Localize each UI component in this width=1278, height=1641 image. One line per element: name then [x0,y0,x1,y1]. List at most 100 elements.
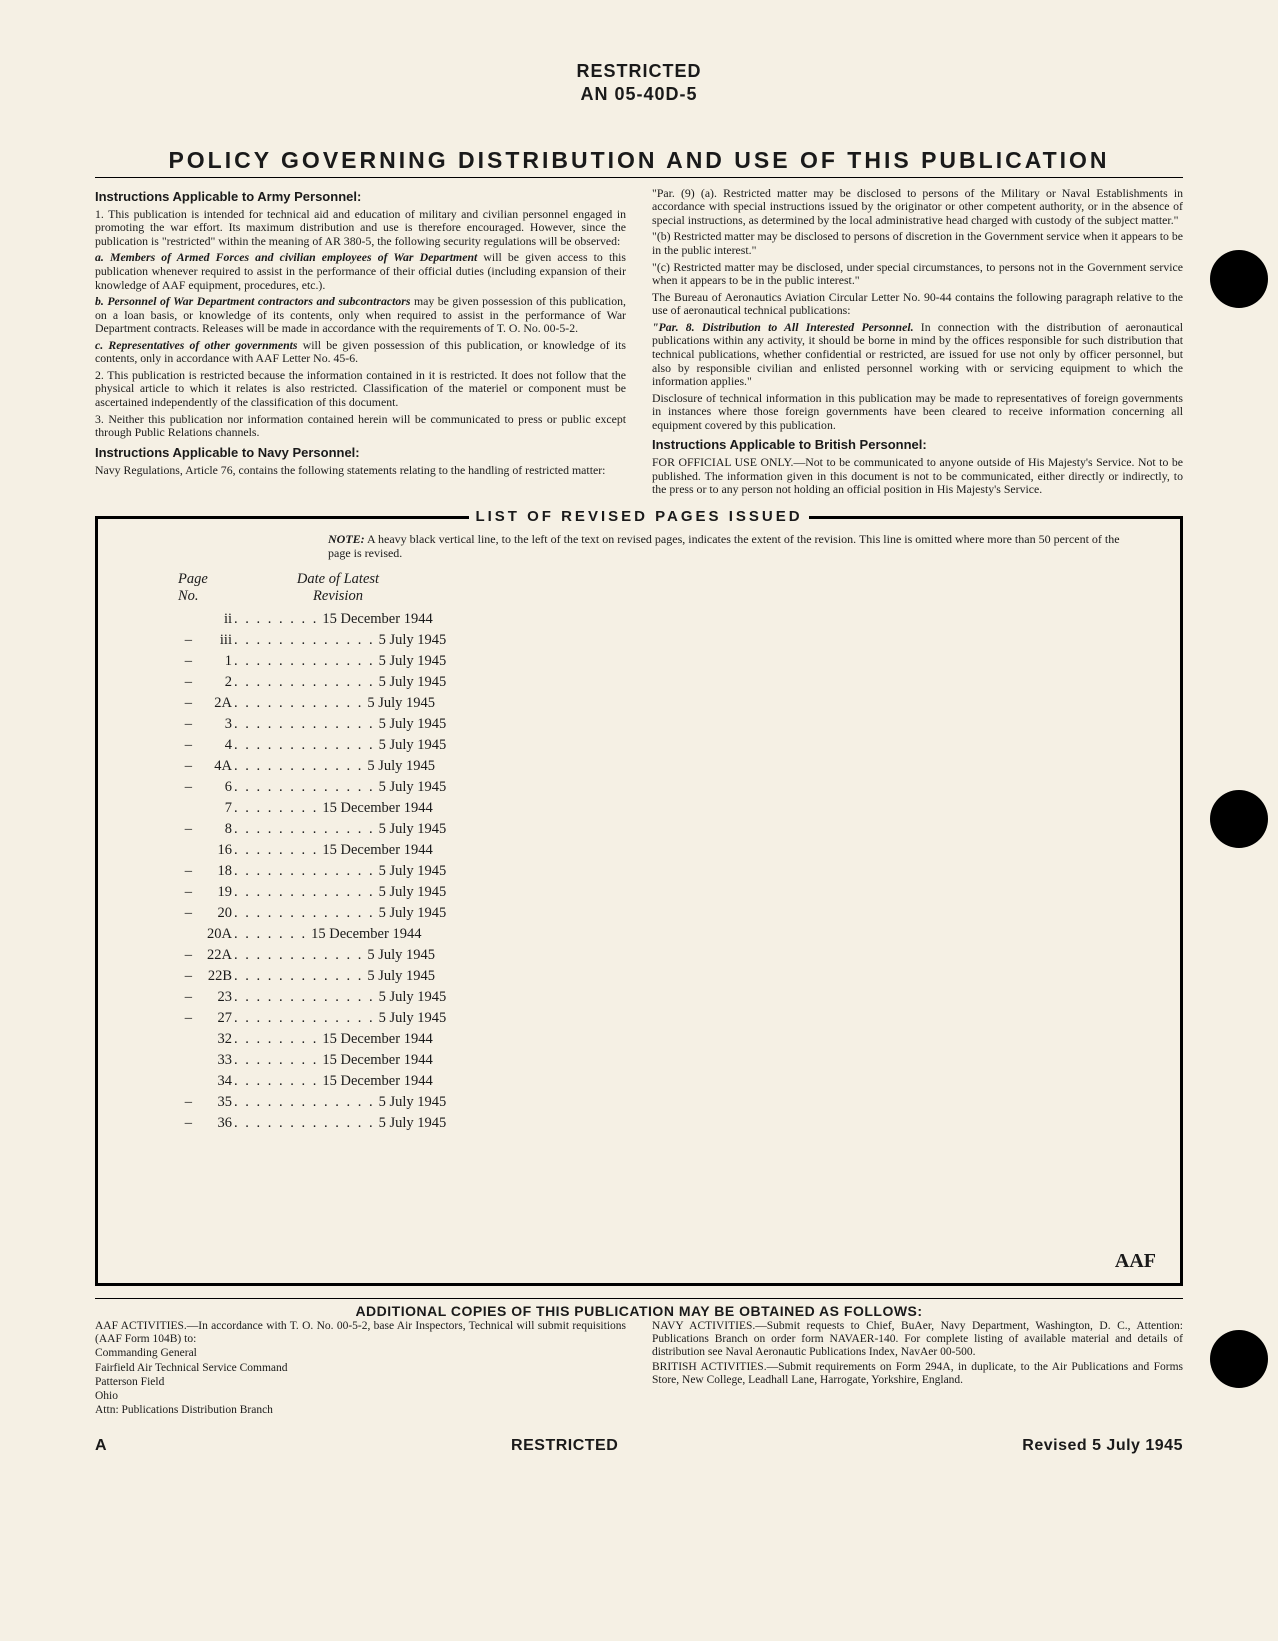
row-date: 5 July 1945 [377,882,447,903]
aaf-activities: AAF ACTIVITIES.—In accordance with T. O.… [95,1320,626,1345]
table-row: –20 . . . . . . . . . . . . . 5 July 194… [178,903,1130,924]
table-row: –2A . . . . . . . . . . . . 5 July 1945 [178,693,1130,714]
row-dash: – [178,882,194,903]
footer-columns: AAF ACTIVITIES.—In accordance with T. O.… [95,1319,1183,1419]
row-dots: . . . . . . . . . . . . [232,945,365,966]
row-date: 5 July 1945 [377,714,447,735]
table-row: –4 . . . . . . . . . . . . . 5 July 1945 [178,735,1130,756]
table-row: –35 . . . . . . . . . . . . . 5 July 194… [178,1092,1130,1113]
addr-line: Attn: Publications Distribution Branch [95,1404,626,1417]
col-page-1: Page [178,571,238,588]
row-date: 5 July 1945 [377,630,447,651]
row-page: 7 [194,798,232,819]
revision-note: NOTE: A heavy black vertical line, to th… [328,533,1130,561]
row-dots: . . . . . . . . . . . . . [232,1092,377,1113]
row-dash: – [178,777,194,798]
row-dash: – [178,1113,194,1134]
row-date: 5 July 1945 [377,651,447,672]
row-page: 32 [194,1029,232,1050]
note-label: NOTE: [328,532,365,546]
row-dash: – [178,1092,194,1113]
row-date: 5 July 1945 [377,819,447,840]
table-row: 20A . . . . . . . 15 December 1944 [178,924,1130,945]
binder-hole [1210,790,1268,848]
policy-title: POLICY GOVERNING DISTRIBUTION AND USE OF… [95,147,1183,178]
row-date: 5 July 1945 [377,1113,447,1134]
revision-date: Revised 5 July 1945 [1022,1437,1183,1455]
table-row: –22A . . . . . . . . . . . . 5 July 1945 [178,945,1130,966]
row-page: 35 [194,1092,232,1113]
row-dash: – [178,756,194,777]
row-dash: – [178,714,194,735]
row-date: 15 December 1944 [320,1029,432,1050]
row-dash: – [178,903,194,924]
row-page: 4 [194,735,232,756]
table-row: –19 . . . . . . . . . . . . . 5 July 194… [178,882,1130,903]
row-dash: – [178,861,194,882]
row-dash: – [178,693,194,714]
revision-rows: ii . . . . . . . . 15 December 1944–iii … [178,609,1130,1134]
document-number: AN 05-40D-5 [95,83,1183,106]
army-heading: Instructions Applicable to Army Personne… [95,190,626,205]
col-date-1: Date of Latest [238,571,438,588]
para: Navy Regulations, Article 76, contains t… [95,464,626,478]
row-date: 5 July 1945 [377,903,447,924]
row-dots: . . . . . . . . . . . . . [232,651,377,672]
page-letter: A [95,1437,107,1455]
lead: a. Members of Armed Forces and civilian … [95,250,477,264]
row-page: 6 [194,777,232,798]
table-row: –3 . . . . . . . . . . . . . 5 July 1945 [178,714,1130,735]
row-page: 23 [194,987,232,1008]
para: 1. This publication is intended for tech… [95,208,626,249]
addr-line: Commanding General [95,1347,626,1360]
row-page: 36 [194,1113,232,1134]
row-date: 5 July 1945 [377,861,447,882]
col-page-2: No. [178,588,238,605]
footer-left-column: AAF ACTIVITIES.—In accordance with T. O.… [95,1319,626,1419]
row-date: 5 July 1945 [377,672,447,693]
row-dots: . . . . . . . . . . . . . [232,714,377,735]
para: 2. This publication is restricted becaus… [95,369,626,410]
policy-columns: Instructions Applicable to Army Personne… [95,184,1183,500]
row-dots: . . . . . . . . . . . . . [232,630,377,651]
row-dots: . . . . . . . . . . . . [232,966,365,987]
row-dots: . . . . . . . . . . . . . [232,861,377,882]
row-date: 15 December 1944 [320,609,432,630]
para: FOR OFFICIAL USE ONLY.—Not to be communi… [652,456,1183,497]
row-date: 15 December 1944 [320,798,432,819]
addr-line: Patterson Field [95,1376,626,1389]
table-row: –36 . . . . . . . . . . . . . 5 July 194… [178,1113,1130,1134]
row-dash: – [178,945,194,966]
lead: c. Representatives of other governments [95,338,298,352]
row-dots: . . . . . . . . . . . . [232,693,365,714]
revision-table: Page No. Date of Latest Revision ii . . … [178,571,1130,1134]
row-page: 2A [194,693,232,714]
row-date: 5 July 1945 [365,693,435,714]
table-row: 16 . . . . . . . . 15 December 1944 [178,840,1130,861]
row-dots: . . . . . . . . [232,1050,320,1071]
aaf-label: AAF [1115,1250,1156,1273]
revision-table-header: Page No. Date of Latest Revision [178,571,1130,605]
row-page: 22A [194,945,232,966]
row-dash: – [178,819,194,840]
row-dots: . . . . . . . . . . . . . [232,903,377,924]
row-dots: . . . . . . . . . . . . . [232,987,377,1008]
lead: "Par. 8. Distribution to All Interested … [652,320,914,334]
row-page: 20A [194,924,232,945]
table-row: –27 . . . . . . . . . . . . . 5 July 194… [178,1008,1130,1029]
navy-heading: Instructions Applicable to Navy Personne… [95,446,626,461]
para: a. Members of Armed Forces and civilian … [95,251,626,292]
row-page: 8 [194,819,232,840]
footer-right-column: NAVY ACTIVITIES.—Submit requests to Chie… [652,1319,1183,1419]
revised-pages-title: LIST OF REVISED PAGES ISSUED [95,508,1183,525]
col-date-2: Revision [238,588,438,605]
row-date: 15 December 1944 [309,924,421,945]
row-page: 16 [194,840,232,861]
para: AAF ACTIVITIES.—In accordance with T. O.… [95,1320,626,1346]
addr-line: Fairfield Air Technical Service Command [95,1362,626,1375]
row-dash: – [178,1008,194,1029]
para: c. Representatives of other governments … [95,339,626,366]
table-row: –6 . . . . . . . . . . . . . 5 July 1945 [178,777,1130,798]
row-page: 4A [194,756,232,777]
para: "(c) Restricted matter may be disclosed,… [652,261,1183,288]
